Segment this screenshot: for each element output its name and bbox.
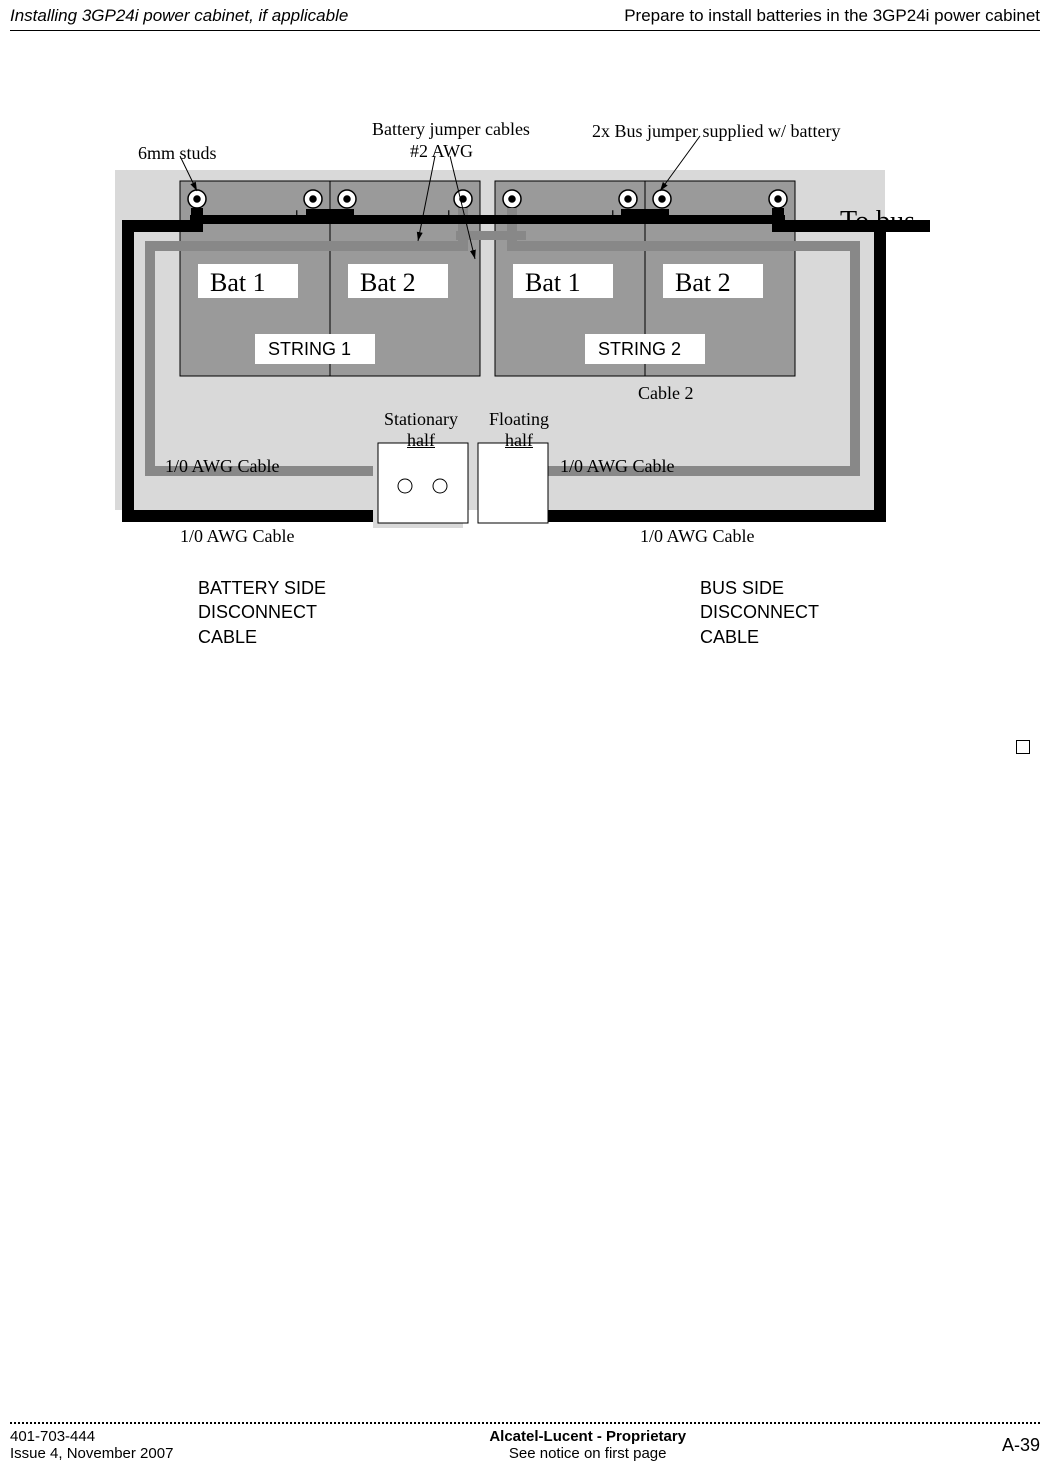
plus-2: + bbox=[442, 204, 456, 231]
floating-word-1: Floating bbox=[489, 409, 549, 429]
minus-3: - bbox=[521, 204, 529, 231]
label-awg-left-lower: 1/0 AWG Cable bbox=[180, 526, 295, 547]
stationary-word-2: half bbox=[407, 430, 435, 450]
batt-side-3: CABLE bbox=[198, 627, 257, 647]
batt-side-2: DISCONNECT bbox=[198, 602, 317, 622]
footer-center-2: See notice on first page bbox=[489, 1445, 686, 1462]
label-string1: STRING 1 bbox=[268, 339, 351, 360]
end-of-section-icon bbox=[1016, 740, 1030, 754]
header-left: Installing 3GP24i power cabinet, if appl… bbox=[10, 6, 348, 26]
label-bat2-a: Bat 2 bbox=[360, 268, 416, 298]
footer-right: A-39 bbox=[1002, 1435, 1040, 1456]
label-awg-left-upper: 1/0 AWG Cable bbox=[165, 456, 280, 477]
label-bus-jumper: 2x Bus jumper supplied w/ battery bbox=[592, 121, 840, 142]
header-right: Prepare to install batteries in the 3GP2… bbox=[624, 6, 1040, 26]
plus-1: + bbox=[290, 204, 304, 231]
minus-1: - bbox=[206, 204, 214, 231]
label-stationary: Stationary half bbox=[380, 409, 462, 451]
batt-side-1: BATTERY SIDE bbox=[198, 578, 326, 598]
page-header: Installing 3GP24i power cabinet, if appl… bbox=[0, 0, 1050, 26]
footer-center: Alcatel-Lucent - Proprietary See notice … bbox=[489, 1428, 686, 1462]
label-jumper-title: Battery jumper cables bbox=[372, 119, 530, 140]
label-string2: STRING 2 bbox=[598, 339, 681, 360]
footer-left-1: 401-703-444 bbox=[10, 1428, 173, 1445]
label-6mm-studs: 6mm studs bbox=[138, 143, 217, 164]
label-bat1-a: Bat 1 bbox=[210, 268, 266, 298]
footer-left-2: Issue 4, November 2007 bbox=[10, 1445, 173, 1462]
footer-rule bbox=[10, 1422, 1040, 1424]
bus-side-2: DISCONNECT bbox=[700, 602, 819, 622]
bus-side-1: BUS SIDE bbox=[700, 578, 784, 598]
label-floating: Floating half bbox=[482, 409, 556, 451]
stationary-word-1: Stationary bbox=[384, 409, 458, 429]
label-to-bus: To bus bbox=[840, 206, 915, 238]
bus-side-3: CABLE bbox=[700, 627, 759, 647]
footer-center-1: Alcatel-Lucent - Proprietary bbox=[489, 1428, 686, 1445]
floating-word-2: half bbox=[505, 430, 533, 450]
minus-2: - bbox=[356, 204, 364, 231]
label-jumper-awg: #2 AWG bbox=[410, 141, 473, 162]
label-cable2: Cable 2 bbox=[638, 383, 694, 404]
page-footer: 401-703-444 Issue 4, November 2007 Alcat… bbox=[10, 1422, 1040, 1462]
label-awg-right-lower: 1/0 AWG Cable bbox=[640, 526, 755, 547]
label-bat1-b: Bat 1 bbox=[525, 268, 581, 298]
battery-diagram: 6mm studs Battery jumper cables #2 AWG 2… bbox=[0, 31, 1050, 691]
label-awg-right-upper: 1/0 AWG Cable bbox=[560, 456, 675, 477]
label-bat2-b: Bat 2 bbox=[675, 268, 731, 298]
label-bus-side: BUS SIDE DISCONNECT CABLE bbox=[700, 576, 819, 649]
label-battery-side: BATTERY SIDE DISCONNECT CABLE bbox=[198, 576, 326, 649]
plus-3: + bbox=[606, 204, 620, 231]
footer-left: 401-703-444 Issue 4, November 2007 bbox=[10, 1428, 173, 1462]
minus-4: - bbox=[671, 204, 679, 231]
